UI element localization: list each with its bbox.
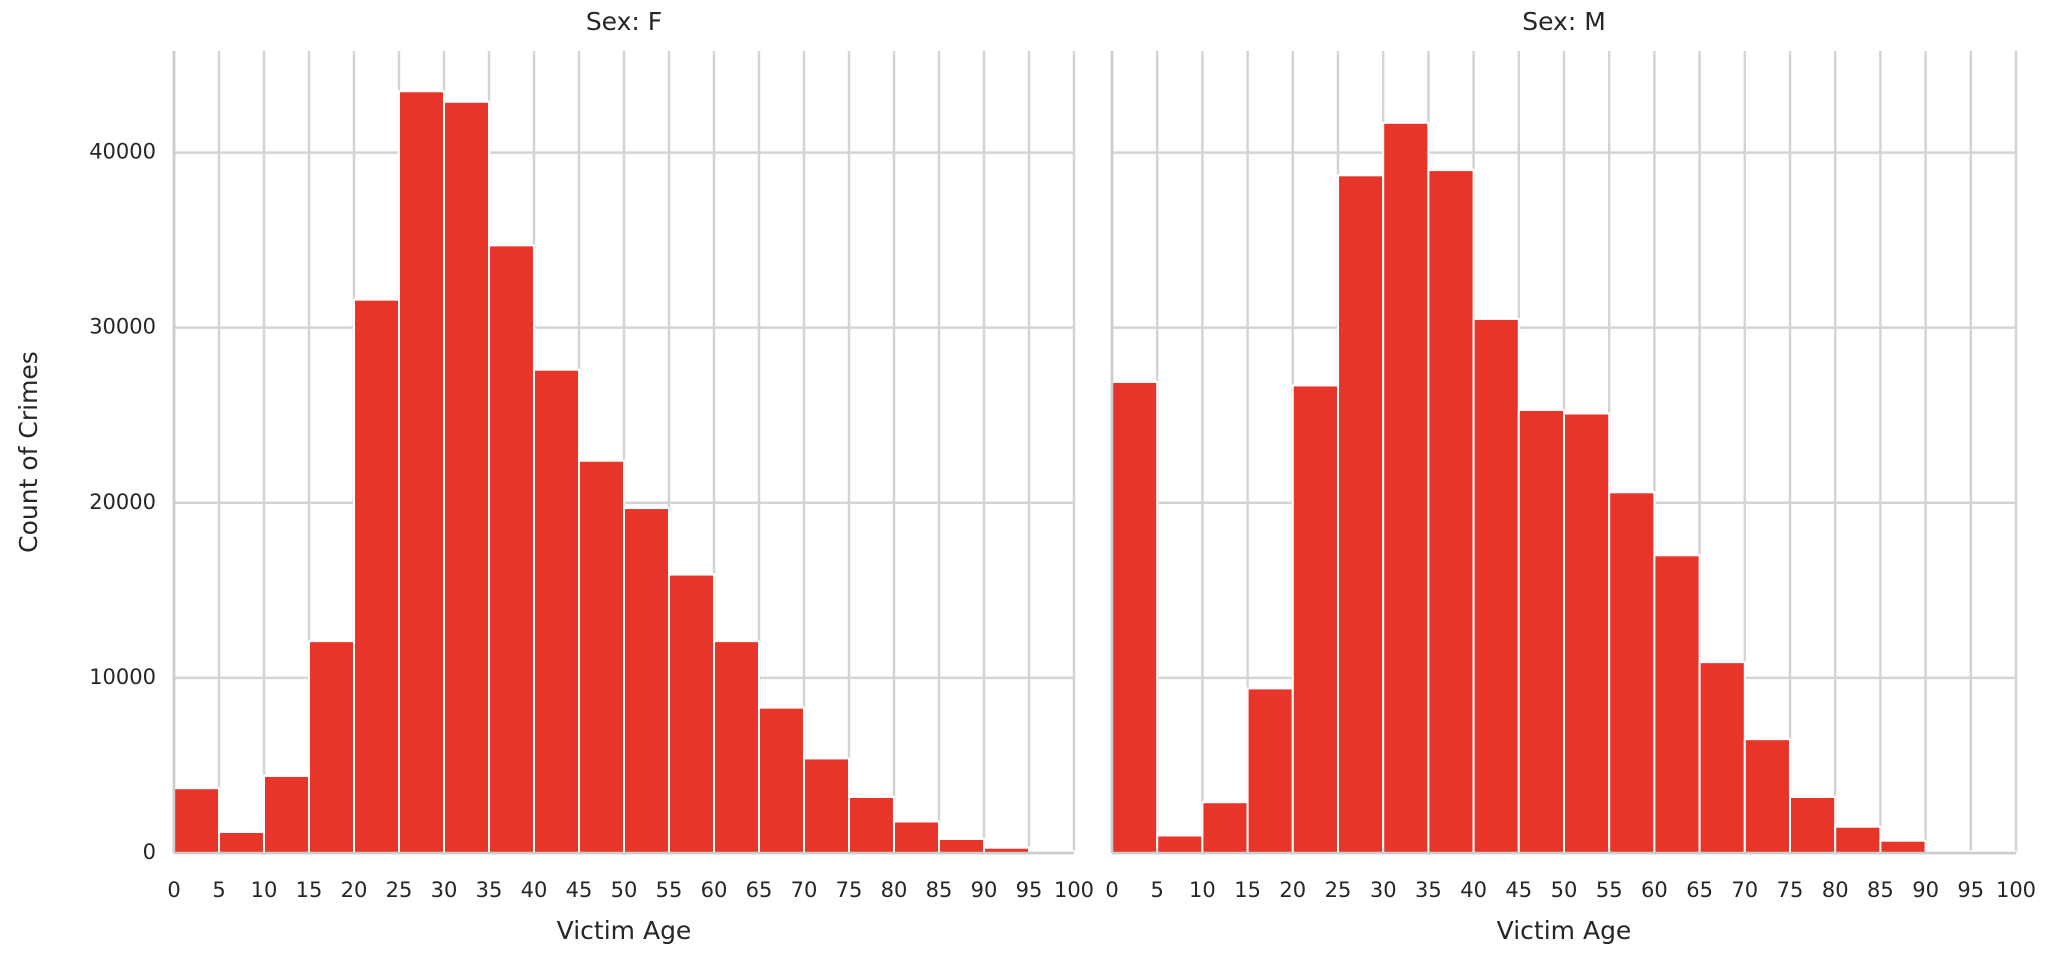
x-tick-label: 25 (1325, 878, 1352, 902)
x-tick-label: 100 (1996, 878, 2036, 902)
x-tick-label: 10 (1189, 878, 1216, 902)
x-tick-label: 20 (1279, 878, 1306, 902)
x-tick-label: 65 (746, 878, 773, 902)
x-tick-label: 30 (1370, 878, 1397, 902)
x-tick-label: 15 (1234, 878, 1261, 902)
x-tick-label: 15 (296, 878, 323, 902)
bar (1517, 408, 1566, 854)
bar (1563, 412, 1611, 854)
x-tick-label: 60 (701, 878, 728, 902)
x-axis-label: Victim Age (557, 916, 692, 945)
bar (218, 830, 265, 854)
x-tick-label: 90 (971, 878, 998, 902)
bar (578, 459, 625, 854)
bar (1789, 795, 1837, 855)
x-tick-label: 60 (1641, 878, 1668, 902)
bar (443, 100, 490, 854)
bar (1291, 384, 1340, 854)
bar (308, 640, 355, 855)
x-tick-label: 25 (386, 878, 413, 902)
x-tick-label: 20 (341, 878, 368, 902)
x-tick-label: 5 (212, 878, 225, 902)
y-tick-label: 0 (143, 840, 156, 864)
x-tick-label: 65 (1686, 878, 1713, 902)
bar (1111, 380, 1159, 854)
bar (758, 706, 805, 854)
bar (263, 774, 310, 854)
x-tick-label: 55 (1596, 878, 1623, 902)
x-tick-label: 95 (1016, 878, 1043, 902)
y-tick-label: 20000 (89, 490, 156, 514)
x-tick-label: 75 (1777, 878, 1804, 902)
y-axis-label: Count of Crimes (14, 351, 43, 553)
panel-title: Sex: F (586, 7, 662, 36)
x-tick-label: 80 (881, 878, 908, 902)
bar (1834, 825, 1882, 855)
x-tick-label: 35 (476, 878, 503, 902)
x-tick-label: 90 (1912, 878, 1939, 902)
x-tick-label: 40 (1460, 878, 1487, 902)
x-tick-label: 45 (566, 878, 593, 902)
y-tick-label: 30000 (89, 315, 156, 339)
x-tick-label: 40 (521, 878, 548, 902)
x-tick-label: 95 (1957, 878, 1984, 902)
x-tick-label: 100 (1054, 878, 1094, 902)
bar (353, 298, 400, 854)
x-tick-label: 85 (1867, 878, 1894, 902)
bar (713, 640, 760, 855)
panel-title: Sex: M (1522, 7, 1606, 36)
bar (533, 368, 580, 854)
bar (1427, 169, 1475, 855)
x-tick-label: 0 (167, 878, 180, 902)
x-tick-label: 45 (1505, 878, 1532, 902)
bar (488, 244, 535, 855)
x-tick-label: 80 (1822, 878, 1849, 902)
x-tick-label: 70 (1731, 878, 1758, 902)
bar (893, 820, 940, 854)
bar (173, 787, 220, 854)
bar (803, 757, 850, 854)
x-tick-label: 10 (251, 878, 278, 902)
x-tick-label: 50 (611, 878, 638, 902)
bar (1201, 801, 1249, 854)
bar (1472, 317, 1520, 854)
bar (848, 795, 895, 855)
x-tick-label: 0 (1105, 878, 1118, 902)
bar (1653, 554, 1701, 854)
y-tick-label: 10000 (89, 665, 156, 689)
y-tick-label: 40000 (89, 140, 156, 164)
bar (1879, 839, 1927, 855)
x-tick-label: 85 (926, 878, 953, 902)
bar (1608, 491, 1656, 854)
x-tick-label: 75 (836, 878, 863, 902)
bar (938, 837, 985, 855)
x-tick-label: 30 (431, 878, 458, 902)
bar (1743, 738, 1792, 854)
x-tick-label: 50 (1551, 878, 1578, 902)
x-tick-label: 70 (791, 878, 818, 902)
bar (1337, 174, 1385, 854)
bar (668, 573, 715, 854)
bar (623, 507, 670, 854)
x-tick-label: 55 (656, 878, 683, 902)
bar (1382, 121, 1430, 855)
bar (398, 90, 445, 855)
bar (1698, 661, 1746, 854)
x-tick-label: 5 (1151, 878, 1164, 902)
bar (1156, 834, 1204, 854)
x-tick-label: 35 (1415, 878, 1442, 902)
bar (1246, 687, 1294, 855)
x-axis-label: Victim Age (1497, 916, 1632, 945)
